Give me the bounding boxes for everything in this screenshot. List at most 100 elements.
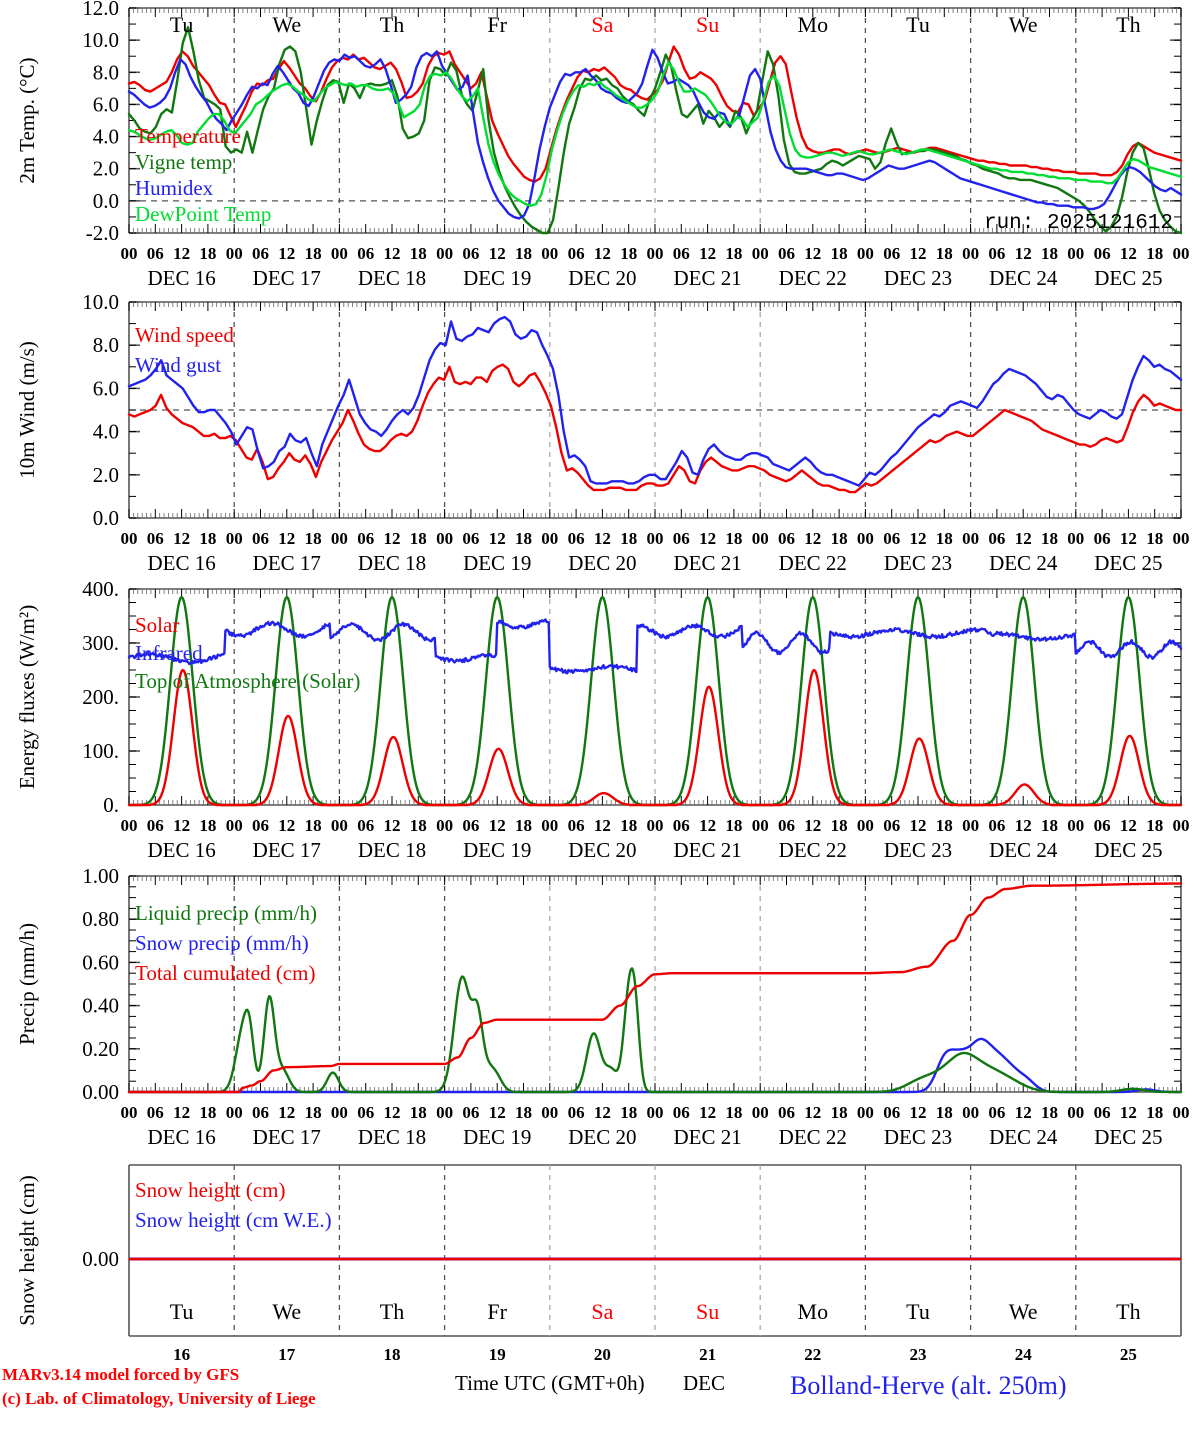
x-hour-label: 00 [226, 244, 243, 263]
x-hour-label: 18 [725, 1103, 742, 1122]
day-name-label: Su [696, 12, 719, 37]
run-timestamp: run: 2025121612 [984, 212, 1173, 235]
x-hour-label: 06 [462, 244, 479, 263]
x-hour-label: 00 [962, 244, 979, 263]
x-hour-label: 12 [1015, 816, 1032, 835]
x-date-label: DEC 22 [779, 838, 847, 862]
x-date-label: DEC 21 [673, 266, 741, 290]
panel-snow-height: 0.00 Snow height (cm) Snow height (cm) Snow… [0, 1151, 1194, 1364]
x-hour-label: 00 [647, 816, 664, 835]
x-hour-label: 12 [594, 244, 611, 263]
x-date-label: DEC 18 [358, 266, 426, 290]
x-hour-label: 18 [199, 1103, 216, 1122]
x-hour-label: 06 [357, 1103, 374, 1122]
day-name-label: We [1009, 1299, 1038, 1324]
x-hour-label: 00 [121, 529, 138, 548]
y-tick-label: 2.0 [93, 463, 119, 487]
x-hour-label: 06 [988, 816, 1005, 835]
x-hour-label: 12 [594, 1103, 611, 1122]
legend-item-dewpoint-temp: DewPoint Temp [135, 202, 271, 226]
y-tick-label: 0.60 [82, 950, 119, 974]
x-hour-label: 12 [910, 244, 927, 263]
y-tick-label: 0.00 [82, 1247, 119, 1271]
x-hour-label: 00 [752, 816, 769, 835]
day-name-label: Mo [798, 12, 829, 37]
x-hour-label: 06 [147, 529, 164, 548]
x-hour-label: 18 [725, 244, 742, 263]
chart-wind: 0.0 2.0 4.0 6.0 8.0 10.0 10m Wind (m/s) Wind sp… [15, 290, 1190, 575]
x-date-label: DEC 21 [673, 838, 741, 862]
x-hour-label: 18 [1041, 816, 1058, 835]
x-hour-label: 18 [1041, 244, 1058, 263]
y-tick-label: 10.0 [82, 28, 119, 52]
day-number-label: 24 [1015, 1345, 1033, 1364]
x-hour-label: 12 [594, 529, 611, 548]
day-name-label: We [272, 1299, 301, 1324]
x-hour-label: 18 [620, 244, 637, 263]
x-hour-label: 00 [331, 529, 348, 548]
x-hour-label: 18 [305, 816, 322, 835]
x-hour-label: 18 [410, 1103, 427, 1122]
x-hour-label: 00 [121, 244, 138, 263]
x-hour-label: 00 [1067, 529, 1084, 548]
x-date-label: DEC 18 [358, 551, 426, 575]
x-hour-label: 12 [278, 1103, 295, 1122]
x-date-label: DEC 19 [463, 266, 531, 290]
x-date-label: DEC 16 [147, 551, 215, 575]
x-hour-label: 06 [252, 1103, 269, 1122]
x-date-label: DEC 16 [147, 838, 215, 862]
day-name-label: Th [1116, 12, 1140, 37]
x-hour-label: 12 [699, 816, 716, 835]
day-name-label: Tu [906, 1299, 930, 1324]
panel-temperature: -2.0 0.0 2.0 4.0 6.0 8.0 10.0 12.0 2m Temp. (°C)… [0, 0, 1194, 290]
x-hour-label: 06 [988, 244, 1005, 263]
x-hour-label: 06 [357, 244, 374, 263]
x-hour-label: 18 [1146, 529, 1163, 548]
legend-item-snow-height-cm-: Snow height (cm) [135, 1178, 285, 1202]
x-hour-label: 12 [699, 529, 716, 548]
x-hour-label: 00 [541, 529, 558, 548]
x-hour-label: 06 [147, 1103, 164, 1122]
x-hour-label: 18 [620, 1103, 637, 1122]
x-hour-label: 12 [384, 529, 401, 548]
x-hour-label: 12 [804, 244, 821, 263]
x-hour-label: 18 [515, 1103, 532, 1122]
x-hour-label: 06 [252, 816, 269, 835]
x-hour-label: 06 [568, 529, 585, 548]
y-tick-label: -2.0 [86, 221, 119, 245]
day-name-label: Tu [170, 12, 194, 37]
x-hour-label: 12 [384, 1103, 401, 1122]
x-hour-label: 18 [199, 529, 216, 548]
y-tick-label: 8.0 [93, 60, 119, 84]
x-hour-label: 06 [883, 244, 900, 263]
x-hour-label: 18 [199, 816, 216, 835]
y-tick-label: 4.0 [93, 125, 119, 149]
x-hour-label: 06 [462, 1103, 479, 1122]
day-number-label: 18 [384, 1345, 401, 1364]
x-date-label: DEC 18 [358, 1125, 426, 1149]
legend-item-liquid-precip-mm-h-: Liquid precip (mm/h) [135, 901, 317, 925]
x-date-label: DEC 25 [1094, 551, 1162, 575]
x-hour-label: 06 [568, 1103, 585, 1122]
x-hour-label: 00 [647, 1103, 664, 1122]
y-axis-title: 2m Temp. (°C) [15, 57, 39, 183]
x-hour-label: 00 [226, 1103, 243, 1122]
day-name-label: We [272, 12, 301, 37]
day-number-label: 23 [910, 1345, 927, 1364]
x-hour-label: 18 [936, 244, 953, 263]
x-hour-label: 12 [278, 529, 295, 548]
x-hour-label: 12 [1120, 1103, 1137, 1122]
x-date-label: DEC 21 [673, 551, 741, 575]
x-hour-label: 12 [489, 1103, 506, 1122]
x-hour-label: 06 [357, 816, 374, 835]
x-hour-label: 18 [1146, 244, 1163, 263]
chart-temperature: -2.0 0.0 2.0 4.0 6.0 8.0 10.0 12.0 2m Temp. (°C)… [15, 0, 1190, 290]
x-date-label: DEC 16 [147, 266, 215, 290]
x-hour-label: 00 [962, 1103, 979, 1122]
x-hour-label: 00 [541, 244, 558, 263]
x-hour-label: 06 [673, 529, 690, 548]
day-name-label: Mo [798, 1299, 829, 1324]
series-total-cumulated [127, 882, 1183, 1094]
x-hour-label: 00 [1173, 1103, 1190, 1122]
panel-wind: 0.0 2.0 4.0 6.0 8.0 10.0 10m Wind (m/s) Wind sp… [0, 290, 1194, 577]
